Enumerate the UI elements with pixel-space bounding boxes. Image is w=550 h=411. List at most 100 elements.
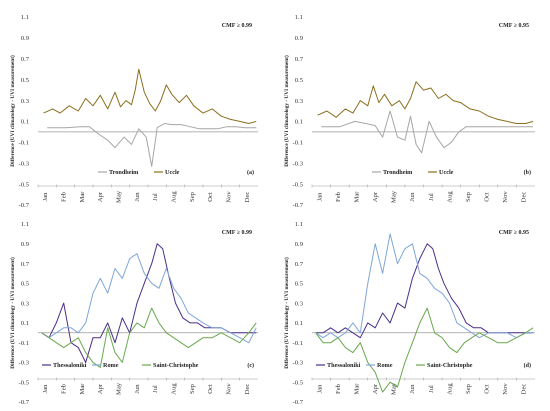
y-tick-label: -0.1 bbox=[19, 340, 29, 347]
month-label: Nov bbox=[226, 383, 233, 395]
month-label: May bbox=[391, 382, 398, 395]
panel-label: (a) bbox=[247, 169, 254, 176]
month-label: Sep bbox=[465, 383, 472, 394]
y-tick-label: 0.9 bbox=[21, 35, 30, 42]
month-label: Jun bbox=[409, 192, 416, 202]
month-label: Jan bbox=[42, 384, 49, 393]
y-tick-label: 0.7 bbox=[295, 56, 304, 63]
month-label: Feb bbox=[335, 191, 342, 202]
y-tick-label: -0.3 bbox=[19, 160, 30, 167]
y-axis-label: Difference (UVI climatology - UVI measur… bbox=[9, 55, 16, 167]
legend-entry: Saint-Christophe bbox=[153, 362, 199, 369]
series-line-rome bbox=[315, 233, 534, 339]
month-label: Dec bbox=[521, 192, 528, 203]
legend-entry: Uccle bbox=[165, 169, 180, 176]
y-axis-label: Difference (UVI climatology - UVI measur… bbox=[283, 55, 290, 167]
month-label: Apr bbox=[97, 383, 104, 394]
y-tick-label: 0.3 bbox=[295, 300, 304, 307]
month-label: Mar bbox=[353, 383, 360, 395]
y-tick-label: -0.5 bbox=[19, 181, 30, 188]
series-line-saint-christophe bbox=[315, 307, 534, 393]
cmf-annotation: CMF ≥ 0.95 bbox=[499, 23, 529, 29]
month-label: Oct bbox=[484, 192, 491, 202]
month-label: Mar bbox=[79, 191, 86, 203]
y-axis-label: Difference (UVI climatology - UVI measur… bbox=[283, 257, 290, 369]
legend-entry: Thessaloniki bbox=[327, 362, 361, 369]
month-label: May bbox=[391, 190, 398, 203]
month-label: Jun bbox=[134, 192, 141, 202]
month-label: Oct bbox=[207, 384, 214, 394]
series-line-uccle bbox=[43, 68, 257, 124]
y-tick-label: 0.5 bbox=[295, 281, 304, 288]
y-tick-label: -0.5 bbox=[293, 181, 304, 188]
y-tick-label: 0.1 bbox=[21, 119, 29, 126]
y-tick-label: 0.3 bbox=[295, 98, 304, 105]
chart-panel-4: 1.1 0.9 0.7 0.5 0.3 0.1 -0.1 -0.3 -0.5 -0.7 Jan Feb… bbox=[283, 221, 535, 406]
month-label: Aug bbox=[446, 383, 453, 395]
month-label: Feb bbox=[61, 191, 68, 202]
legend-entry: Saint-Christophe bbox=[427, 362, 473, 369]
month-label: Nov bbox=[226, 191, 233, 203]
legend-entry: Rome bbox=[377, 362, 393, 369]
y-tick-label: 0.5 bbox=[295, 77, 304, 84]
y-tick-label: 0.1 bbox=[21, 320, 29, 327]
legend-entry: Rome bbox=[103, 362, 119, 369]
legend-entry: Uccle bbox=[439, 169, 454, 176]
series-line-uccle bbox=[317, 81, 534, 124]
month-label: Dec bbox=[521, 384, 528, 395]
month-label: Aug bbox=[446, 191, 453, 203]
y-tick-label: 0.5 bbox=[21, 281, 30, 288]
month-label: Jul bbox=[428, 385, 435, 393]
chart-panel-3: 1.1 0.9 0.7 0.5 0.3 0.1 -0.1 -0.3 -0.5 -0.7 Jan Feb… bbox=[9, 221, 258, 406]
month-label: Apr bbox=[372, 191, 379, 202]
month-label: Sep bbox=[189, 191, 196, 202]
month-label: Oct bbox=[484, 384, 491, 394]
month-label: Mar bbox=[79, 383, 86, 395]
month-label: Dec bbox=[244, 192, 251, 203]
y-tick-label: 0.9 bbox=[295, 35, 304, 42]
month-label: Nov bbox=[502, 383, 509, 395]
legend-entry: Thessaloniki bbox=[53, 362, 87, 369]
legend-entry: Trondheim bbox=[383, 169, 413, 176]
y-tick-label: -0.5 bbox=[293, 379, 304, 386]
y-tick-label: -0.7 bbox=[19, 202, 30, 209]
month-label: May bbox=[116, 382, 123, 395]
y-tick-label: -0.3 bbox=[293, 160, 304, 167]
panel-label: (c) bbox=[247, 362, 254, 369]
y-tick-label: 0.7 bbox=[21, 261, 30, 268]
y-tick-label: -0.1 bbox=[19, 140, 29, 147]
series-line-thessaloniki bbox=[41, 243, 257, 363]
series-line-trondheim bbox=[321, 110, 534, 154]
chart-panel-1: 1.1 0.9 0.7 0.5 0.3 0.1 -0.1 -0.3 -0.5 -0.7 Jan Feb… bbox=[9, 14, 258, 209]
month-label: Jul bbox=[152, 193, 159, 201]
y-tick-label: 1.1 bbox=[295, 221, 303, 228]
y-tick-label: -0.5 bbox=[19, 379, 30, 386]
y-tick-label: -0.7 bbox=[19, 399, 30, 406]
y-tick-label: -0.7 bbox=[293, 399, 304, 406]
y-tick-label: -0.7 bbox=[293, 202, 304, 209]
month-label: Jul bbox=[152, 385, 159, 393]
y-tick-label: 1.1 bbox=[21, 221, 29, 228]
series-line-trondheim bbox=[47, 123, 257, 167]
y-tick-label: 1.1 bbox=[21, 14, 29, 21]
legend-entry: Trondheim bbox=[109, 169, 139, 176]
y-tick-label: 0.9 bbox=[21, 241, 30, 248]
panel-label: (b) bbox=[524, 169, 531, 176]
month-label: Jul bbox=[428, 193, 435, 201]
chart-panel-2: 1.1 0.9 0.7 0.5 0.3 0.1 -0.1 -0.3 -0.5 -0.7 Jan Feb… bbox=[283, 14, 535, 209]
month-label: Sep bbox=[465, 191, 472, 202]
y-tick-label: 0.7 bbox=[21, 56, 30, 63]
month-label: Mar bbox=[353, 191, 360, 203]
y-tick-label: 0.5 bbox=[21, 77, 30, 84]
month-label: Jun bbox=[409, 384, 416, 394]
month-label: Aug bbox=[171, 383, 178, 395]
series-line-rome bbox=[41, 253, 257, 344]
y-tick-label: 0.1 bbox=[295, 119, 303, 126]
y-tick-label: 0.3 bbox=[21, 98, 30, 105]
y-tick-label: 1.1 bbox=[295, 14, 303, 21]
y-tick-label: 0.3 bbox=[21, 300, 30, 307]
month-label: Feb bbox=[61, 383, 68, 394]
month-label: Jan bbox=[316, 192, 323, 201]
month-label: Jan bbox=[316, 384, 323, 393]
